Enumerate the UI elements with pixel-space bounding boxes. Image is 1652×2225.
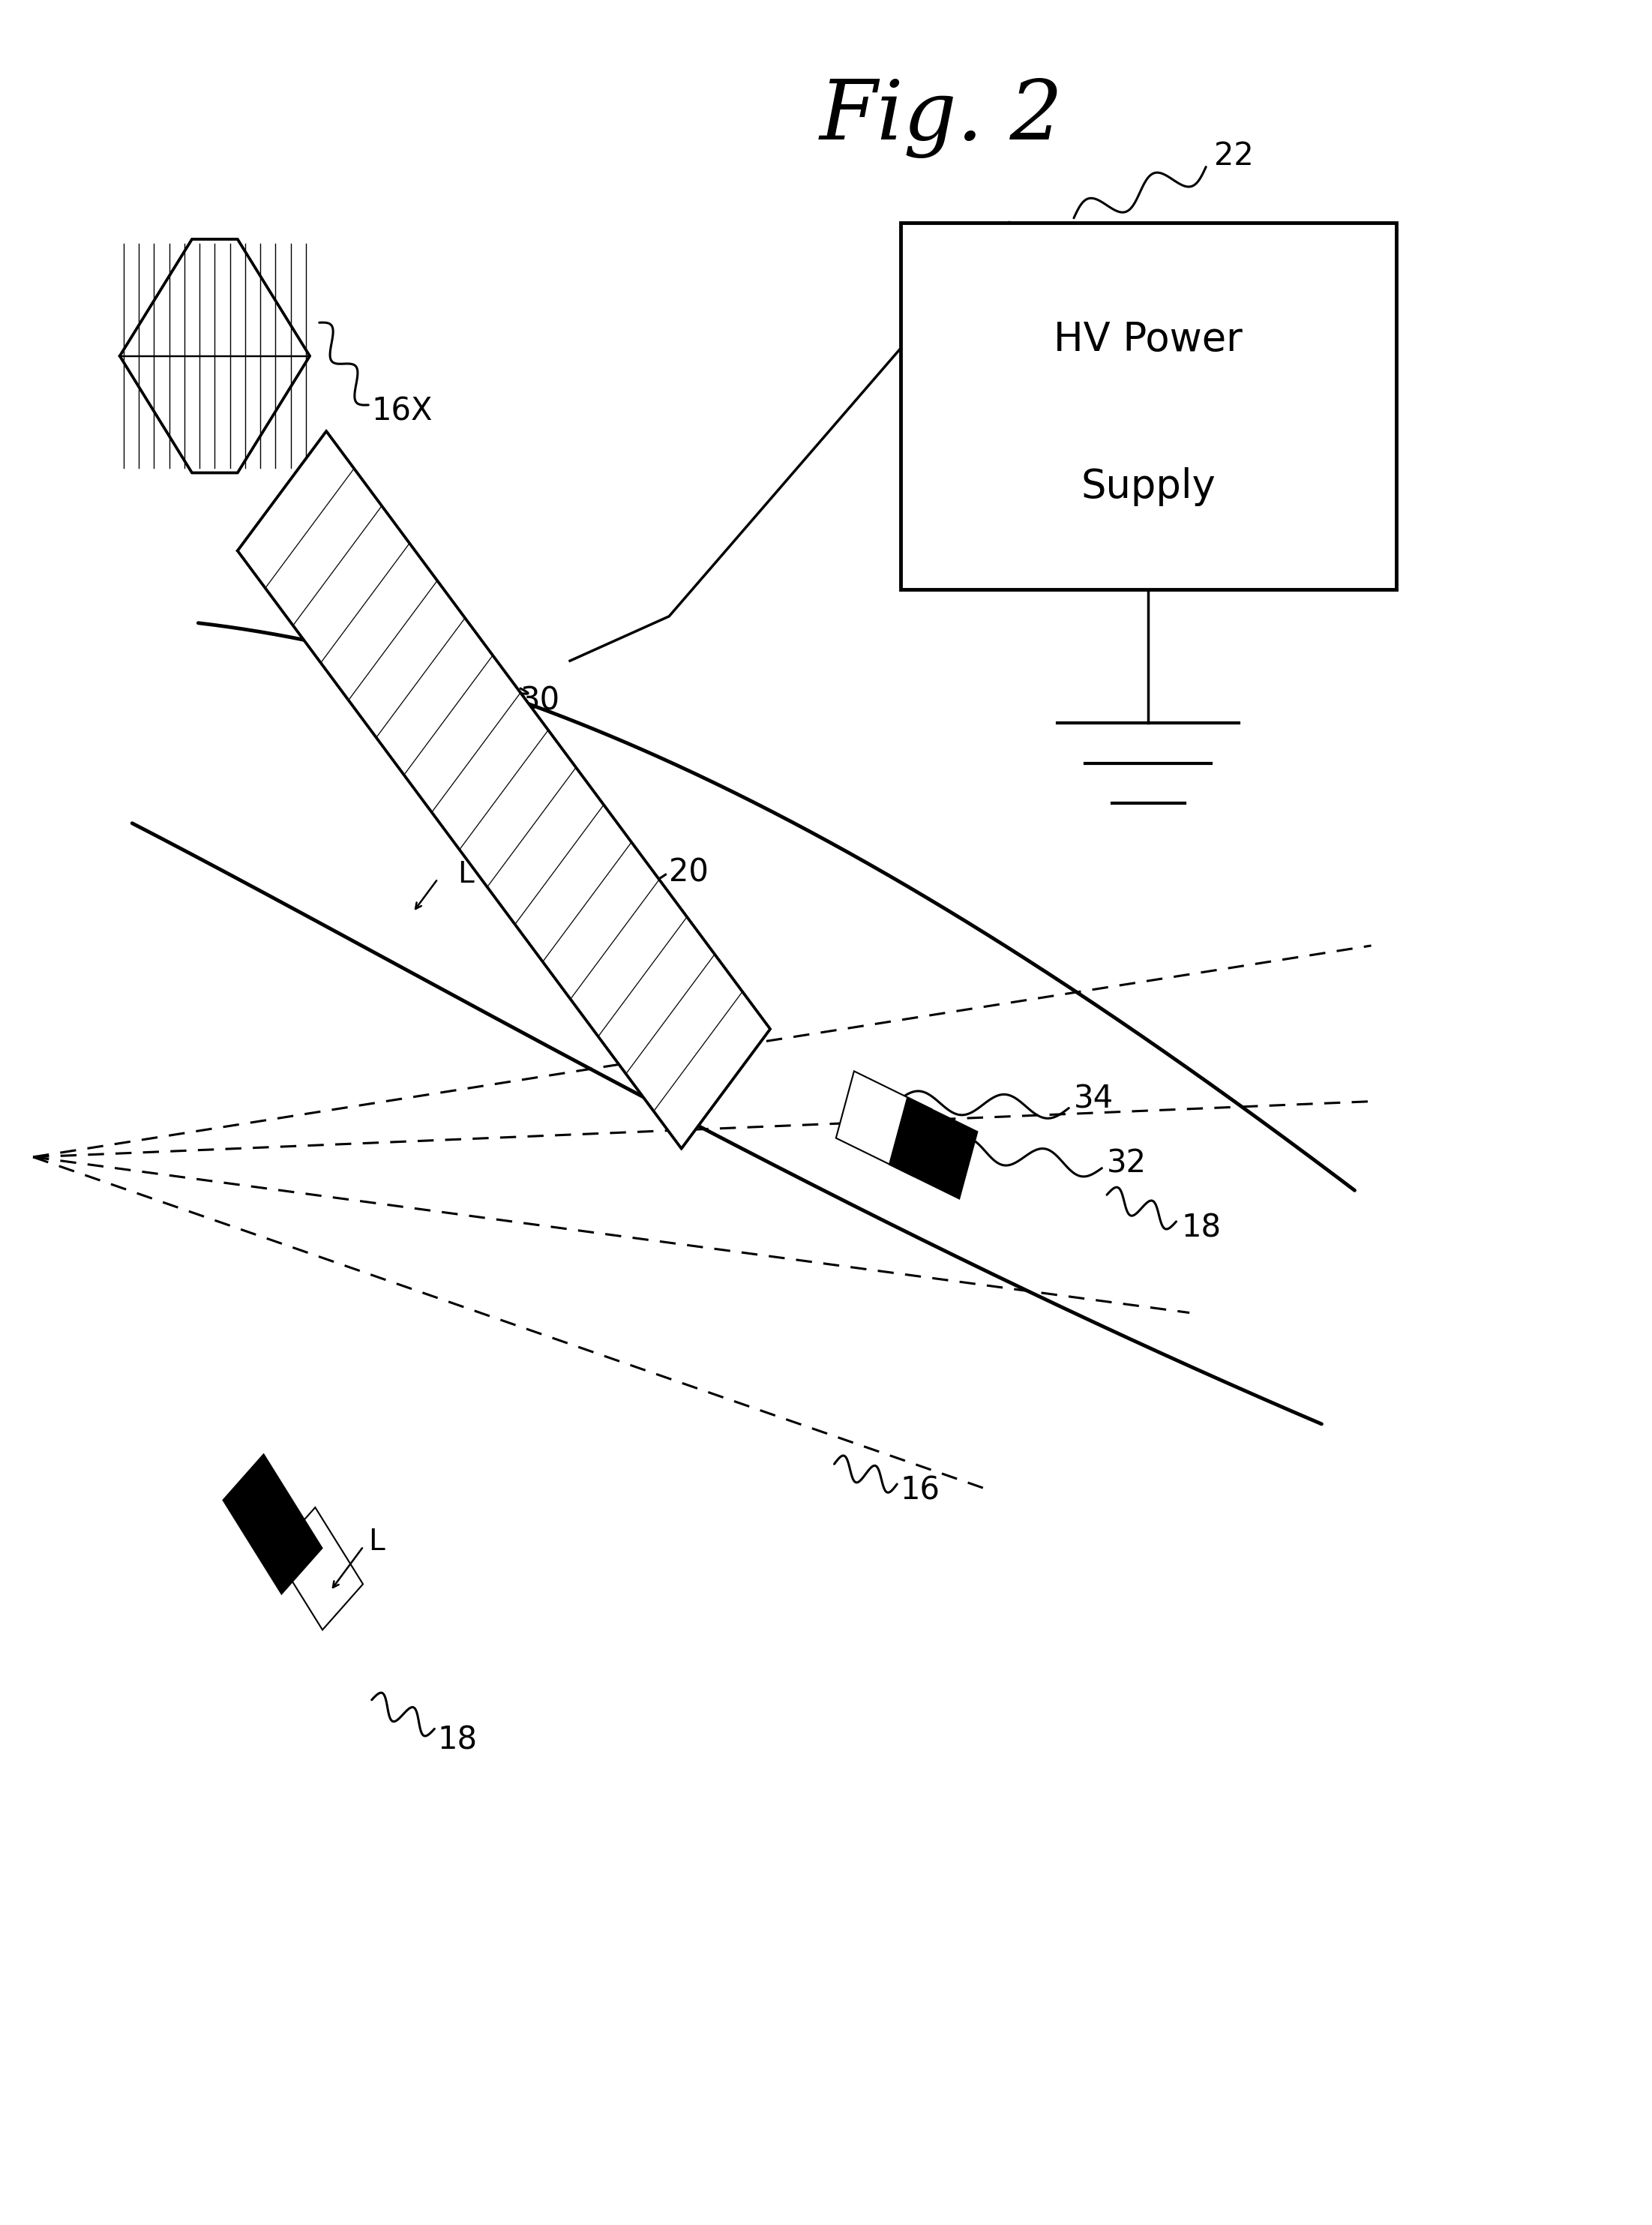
- Text: L: L: [368, 1529, 385, 1555]
- Text: 34: 34: [1074, 1084, 1113, 1115]
- Text: 32: 32: [1107, 1148, 1146, 1179]
- Polygon shape: [121, 240, 311, 474]
- Text: 16X: 16X: [372, 396, 433, 427]
- Text: Fig. 2: Fig. 2: [819, 78, 1064, 158]
- Text: HV Power: HV Power: [1054, 320, 1242, 360]
- Bar: [900, 222, 1396, 590]
- Polygon shape: [836, 1070, 932, 1177]
- Text: 18: 18: [438, 1724, 477, 1756]
- Text: 22: 22: [1214, 140, 1254, 171]
- Text: 16: 16: [900, 1475, 940, 1506]
- Polygon shape: [274, 1506, 363, 1631]
- Polygon shape: [223, 1455, 322, 1593]
- Text: 18: 18: [1181, 1213, 1221, 1244]
- Text: L: L: [458, 861, 474, 888]
- Text: 30: 30: [520, 685, 560, 716]
- Polygon shape: [238, 432, 770, 1148]
- Polygon shape: [889, 1097, 978, 1199]
- Text: 20: 20: [669, 857, 709, 888]
- Text: Supply: Supply: [1080, 467, 1216, 507]
